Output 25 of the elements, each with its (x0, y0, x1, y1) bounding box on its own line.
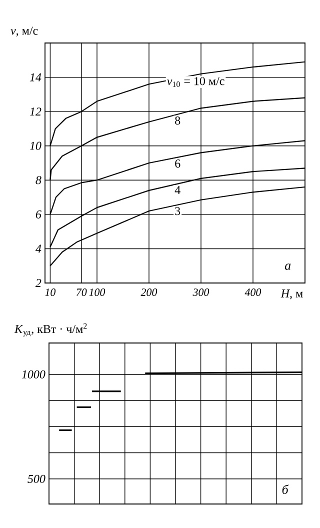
y-tick-label: 4 (36, 244, 42, 253)
series-label: v$_{10}$ = 10 м/с (167, 77, 224, 87)
y-tick-label: 10 (30, 142, 42, 150)
y-axis-title: v, м/с (10, 26, 38, 36)
y-tick-label: 1000 (22, 370, 46, 378)
y-tick-label: 8 (36, 176, 42, 184)
x-tick-label: 300 (192, 288, 210, 296)
series-label: 8 (175, 116, 180, 125)
x-tick-label: 10 (45, 288, 56, 296)
annotation: а (284, 264, 291, 270)
series-label: 3 (175, 207, 180, 216)
y-tick-label: 2 (35, 279, 42, 287)
y-tick-label: 12 (30, 108, 42, 116)
x-tick-label: 200 (140, 288, 158, 296)
y-tick-label: 6 (36, 210, 42, 218)
x-tick-label: 70 (76, 288, 87, 296)
series-label: 4 (174, 186, 180, 194)
x-tick-label: 400 (244, 288, 262, 296)
x-axis-title: H, м (280, 290, 303, 300)
y-axis-title: K$_{уд}$, кВт · ч/м$^{2}$ (14, 323, 87, 336)
annotation: б (282, 484, 289, 494)
y-tick-label: 500 (28, 474, 46, 483)
series-label: 6 (175, 160, 180, 168)
y-tick-label: 14 (30, 73, 42, 82)
x-tick-label: 100 (89, 288, 106, 296)
